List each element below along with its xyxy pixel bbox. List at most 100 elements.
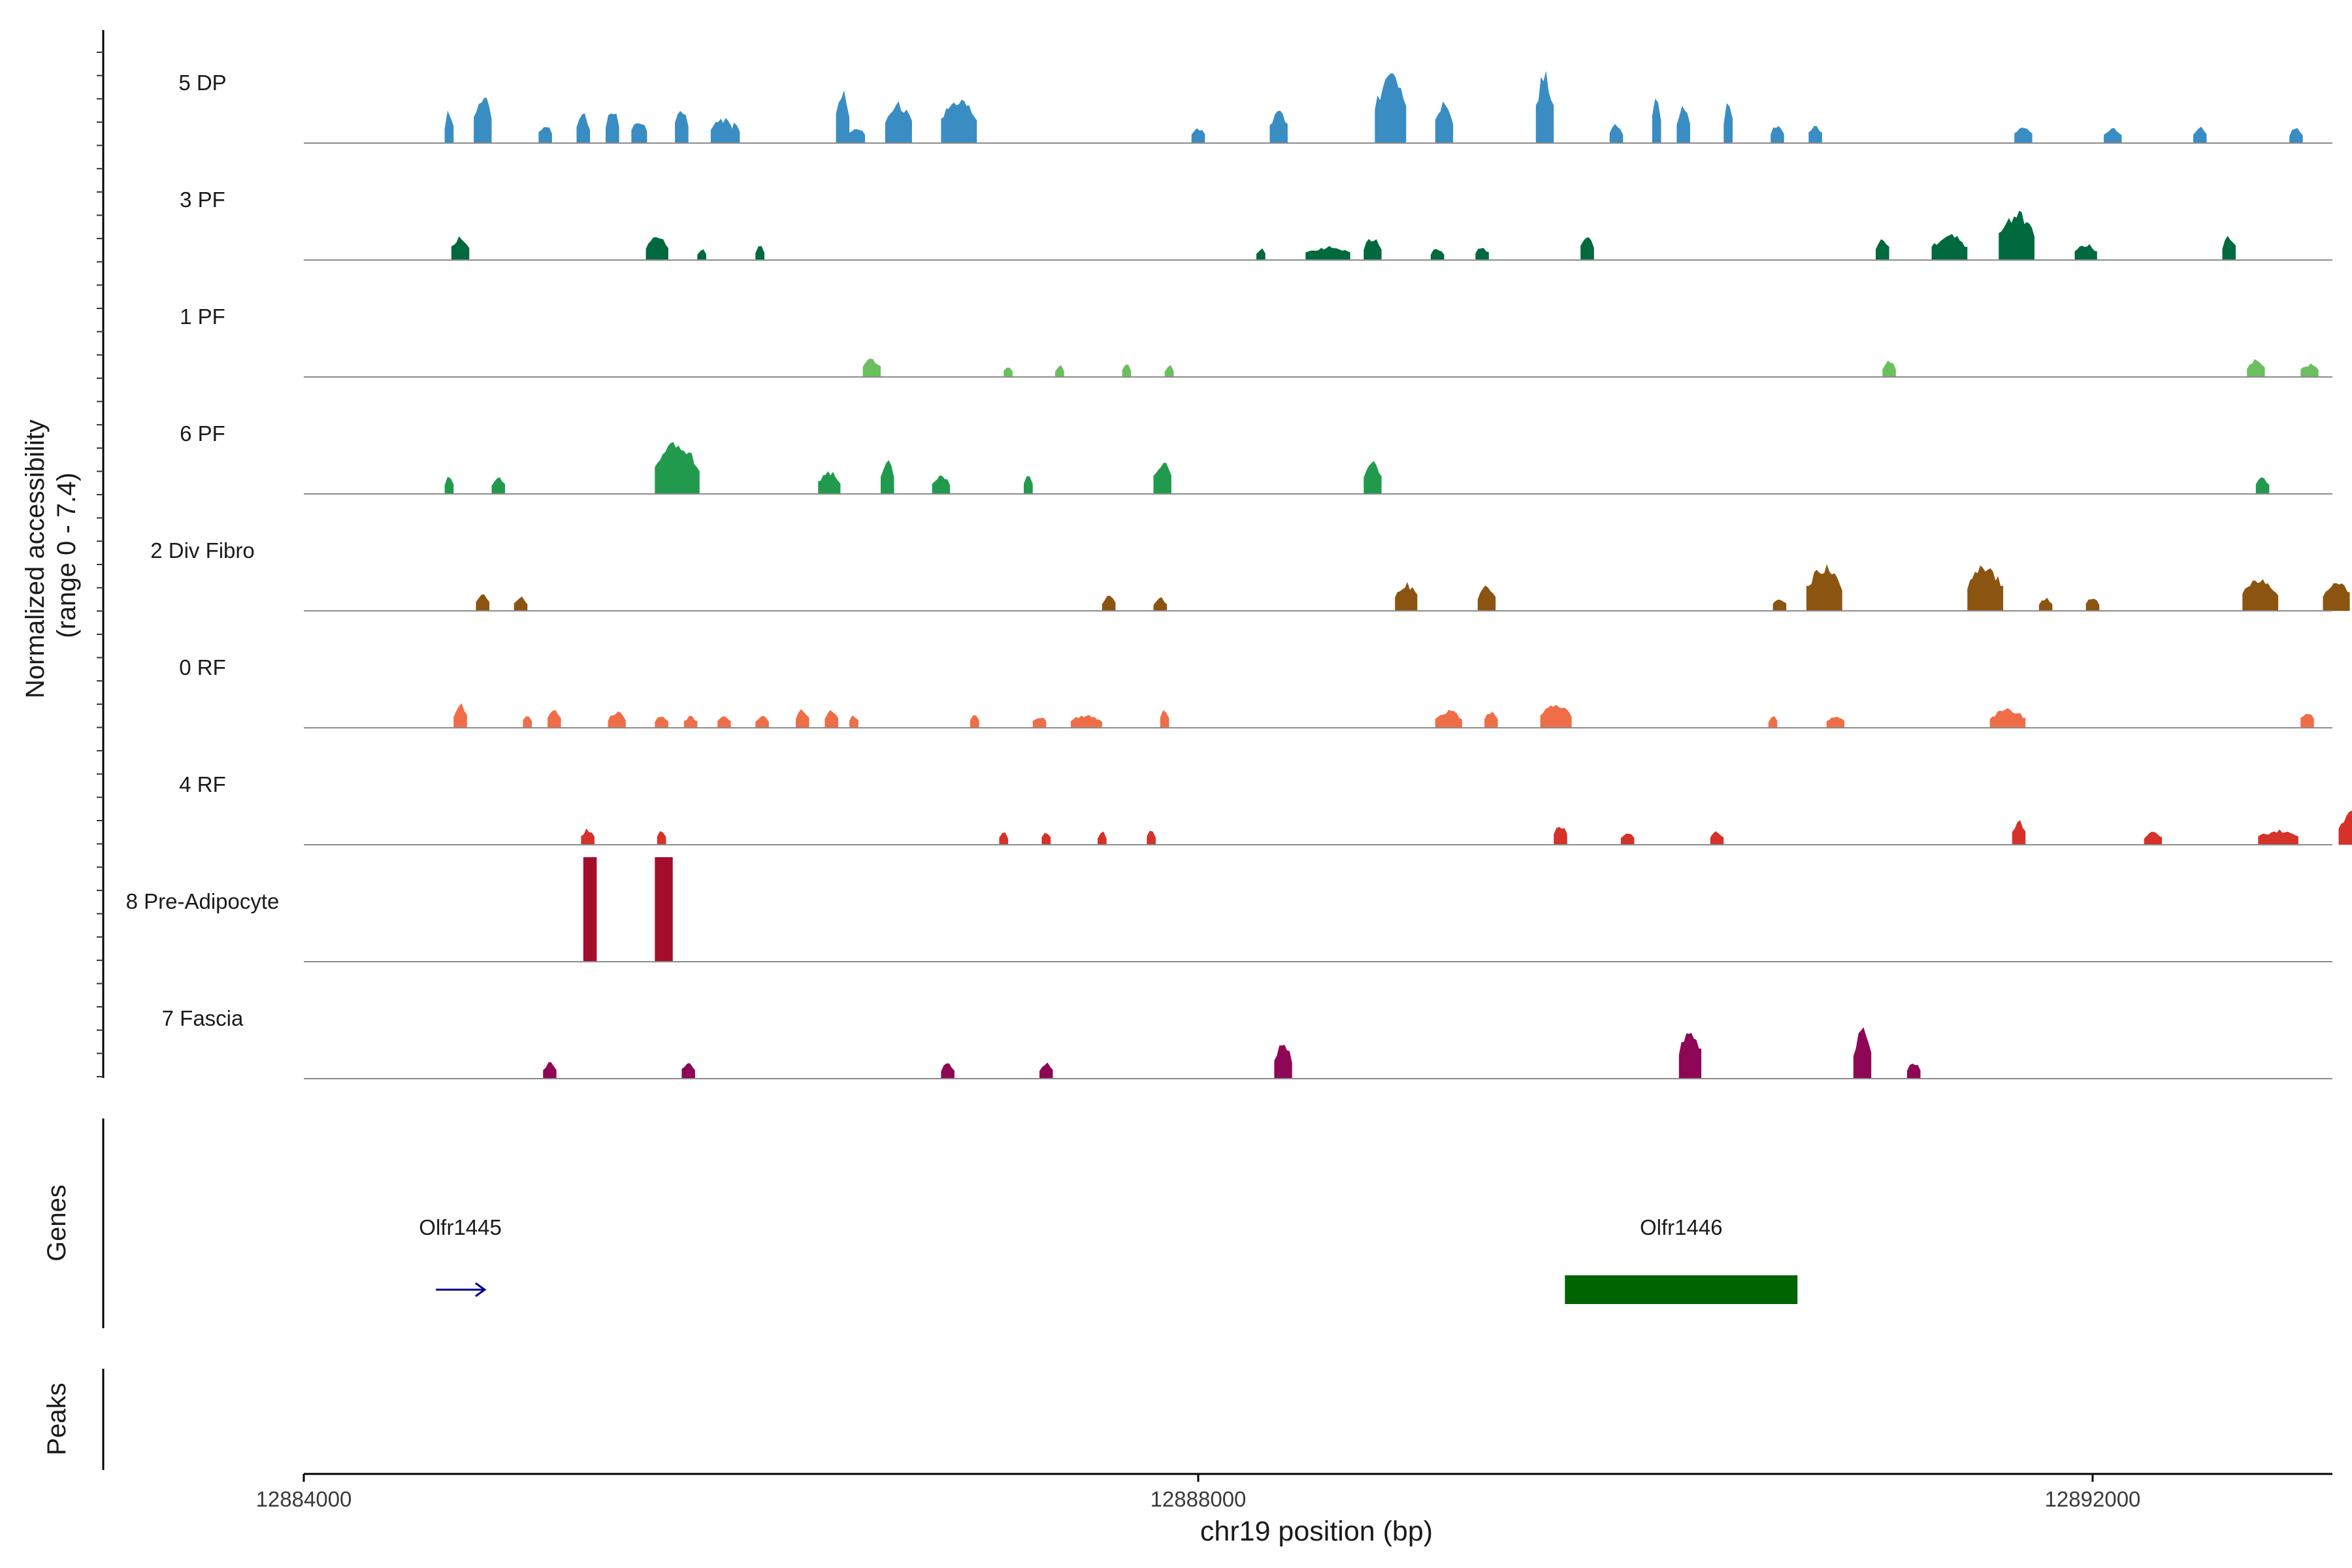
peak — [847, 129, 865, 143]
track-label: 4 RF — [179, 772, 226, 796]
peak — [2012, 820, 2026, 845]
peak — [2300, 713, 2314, 728]
track-6-pf: 6 PF — [180, 421, 2332, 495]
peak — [1906, 1063, 1921, 1079]
x-tick-label: 12888000 — [1151, 1487, 1247, 1511]
peak — [2338, 810, 2352, 845]
peak — [1477, 585, 1496, 611]
peak — [1580, 237, 1594, 260]
peak — [825, 710, 838, 728]
peak — [1609, 123, 1624, 143]
peak — [2074, 244, 2097, 260]
peak — [523, 716, 532, 728]
gene-arrow-head — [475, 1282, 487, 1298]
peak — [1678, 1033, 1702, 1079]
peak — [697, 249, 706, 260]
peak — [1676, 106, 1690, 143]
track-0-rf: 0 RF — [179, 655, 2332, 728]
peak — [476, 594, 490, 611]
gene-label: Olfr1446 — [1640, 1215, 1723, 1239]
peak — [1274, 1045, 1292, 1079]
track-1-pf: 1 PF — [180, 304, 2332, 378]
peak — [2085, 598, 2100, 611]
peak — [1041, 832, 1051, 845]
track-3-pf: 3 PF — [180, 188, 2332, 261]
peak — [453, 703, 467, 728]
peak — [1540, 704, 1572, 728]
peak — [2193, 126, 2207, 143]
track-label: 1 PF — [180, 304, 225, 329]
peak — [543, 1062, 557, 1079]
gene-body — [1565, 1275, 1798, 1304]
track-4-rf: 4 RF — [179, 772, 2352, 845]
peak — [581, 828, 595, 845]
peak — [1967, 565, 2004, 611]
peak — [1070, 715, 1102, 728]
peak — [1024, 476, 1033, 494]
gene-label: Olfr1445 — [419, 1215, 502, 1239]
gene-olfr1445: Olfr1445 — [419, 1215, 502, 1298]
track-8-pre-adipocyte: 8 Pre-Adipocyte — [126, 857, 2332, 962]
peak — [451, 236, 470, 260]
peak — [1876, 239, 1889, 260]
peak — [683, 715, 698, 728]
peak — [655, 716, 668, 728]
peak — [1826, 716, 1845, 728]
peak — [1256, 248, 1266, 260]
peak — [444, 476, 454, 494]
peak — [1771, 125, 1784, 143]
peak — [1989, 708, 2026, 728]
gene-olfr1446: Olfr1446 — [1565, 1215, 1798, 1304]
peak — [655, 442, 700, 494]
peak — [755, 246, 764, 260]
peak — [1153, 597, 1168, 611]
peak — [1882, 360, 1896, 377]
peak — [1032, 717, 1047, 728]
peak — [1039, 1062, 1053, 1079]
peak — [1160, 710, 1169, 728]
track-5-dp: 5 DP — [178, 71, 2332, 144]
peak — [1484, 711, 1498, 728]
peak — [1475, 248, 1489, 260]
peak — [932, 475, 951, 494]
x-axis-title: chr19 position (bp) — [1200, 1516, 1433, 1547]
peak — [1122, 364, 1132, 377]
peak — [755, 715, 769, 728]
peak — [1723, 103, 1733, 143]
y-axis-ticks — [97, 52, 103, 1077]
track-2-div-fibro: 2 Div Fibro — [150, 538, 2350, 612]
peaks-panel-label: Peaks — [42, 1382, 71, 1455]
peak — [606, 113, 619, 143]
peak — [1269, 110, 1288, 143]
peak — [2255, 477, 2270, 494]
peak — [514, 596, 528, 611]
track-label: 2 Div Fibro — [150, 538, 255, 563]
peak — [1098, 831, 1107, 845]
peak — [576, 113, 591, 143]
peak — [885, 101, 912, 143]
peak — [1808, 125, 1822, 143]
peak — [1395, 581, 1418, 611]
peak — [547, 710, 561, 728]
genes-panel: Olfr1445 Olfr1446 — [419, 1215, 1798, 1304]
track-label: 6 PF — [180, 421, 225, 446]
track-label: 5 DP — [178, 71, 226, 95]
peak — [1535, 71, 1554, 143]
peak — [1853, 1027, 1872, 1079]
peak — [2258, 829, 2298, 845]
peak — [717, 716, 731, 728]
peak — [941, 99, 977, 143]
peak — [1364, 461, 1382, 494]
peak — [796, 709, 809, 728]
peak — [836, 90, 850, 143]
peak — [2222, 236, 2236, 260]
peak — [1153, 463, 1171, 494]
peak — [2242, 579, 2279, 611]
y-axis-label-line2: (range 0 - 7.4) — [52, 472, 81, 638]
peak — [1806, 564, 1842, 611]
peak — [1772, 599, 1787, 611]
peak — [1305, 246, 1350, 260]
peak — [657, 831, 666, 845]
peak — [491, 477, 505, 494]
